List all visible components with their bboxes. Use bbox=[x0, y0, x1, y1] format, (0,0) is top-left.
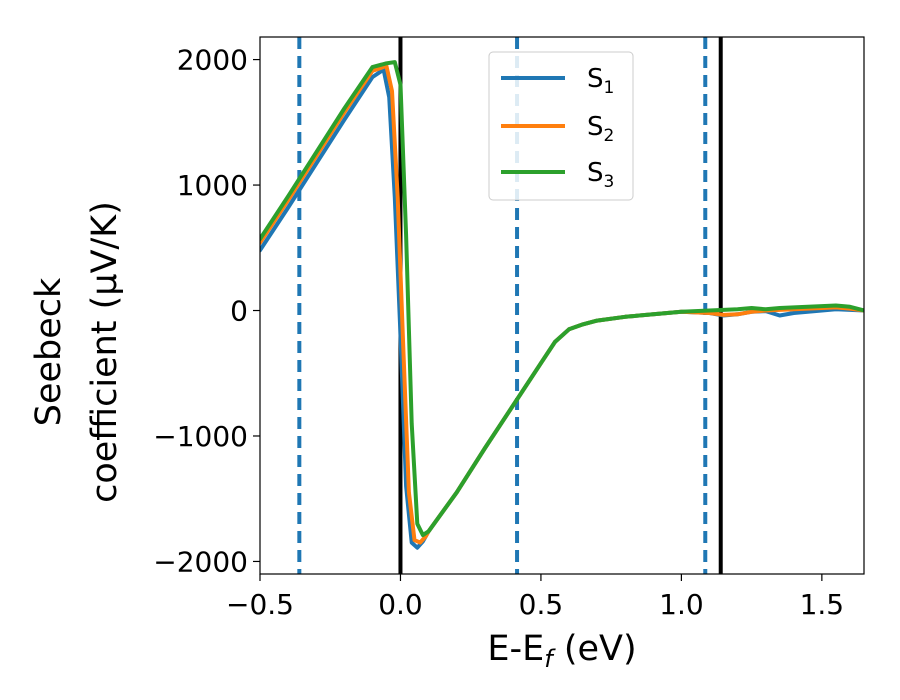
x-axis-label-main: E-E bbox=[487, 629, 544, 669]
plot-frame bbox=[259, 36, 865, 575]
x-tick-label: −0.5 bbox=[226, 588, 294, 621]
series-layer bbox=[260, 60, 864, 550]
y-tick-label: −2000 bbox=[153, 545, 248, 578]
y-tick-label: −1000 bbox=[153, 420, 248, 453]
legend-label-s2: S2 bbox=[587, 112, 614, 146]
legend-label-s3: S3 bbox=[587, 158, 614, 192]
y-tick-label: 0 bbox=[230, 295, 248, 328]
y-axis: −2000 −1000 0 1000 2000 bbox=[153, 44, 260, 578]
y-tick-label: 2000 bbox=[177, 44, 248, 77]
x-tick-label: 1.0 bbox=[659, 588, 704, 621]
y-tick-label: 1000 bbox=[177, 169, 248, 202]
y-axis-label: Seebeck coefficient (μV/K) bbox=[29, 201, 125, 503]
y-axis-label-line-2: coefficient (μV/K) bbox=[85, 201, 125, 503]
x-tick-label: 0.5 bbox=[519, 588, 564, 621]
legend-label-s1: S1 bbox=[587, 64, 614, 98]
x-tick-label: 0.0 bbox=[378, 588, 423, 621]
legend: S1 S2 S3 bbox=[488, 51, 634, 201]
series-line-s3 bbox=[260, 60, 864, 538]
y-axis-label-line-1: Seebeck bbox=[29, 277, 69, 426]
x-axis-label: E-Ef (eV) bbox=[487, 629, 636, 673]
x-axis: −0.5 0.0 0.5 1.0 1.5 bbox=[226, 574, 844, 621]
x-tick-label: 1.5 bbox=[800, 588, 845, 621]
x-axis-label-suffix: (eV) bbox=[553, 629, 637, 669]
